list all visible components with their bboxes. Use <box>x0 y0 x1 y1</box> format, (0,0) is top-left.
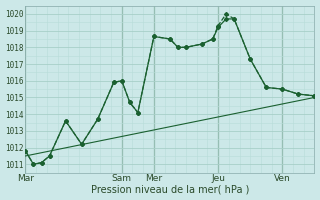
X-axis label: Pression niveau de la mer( hPa ): Pression niveau de la mer( hPa ) <box>91 184 249 194</box>
